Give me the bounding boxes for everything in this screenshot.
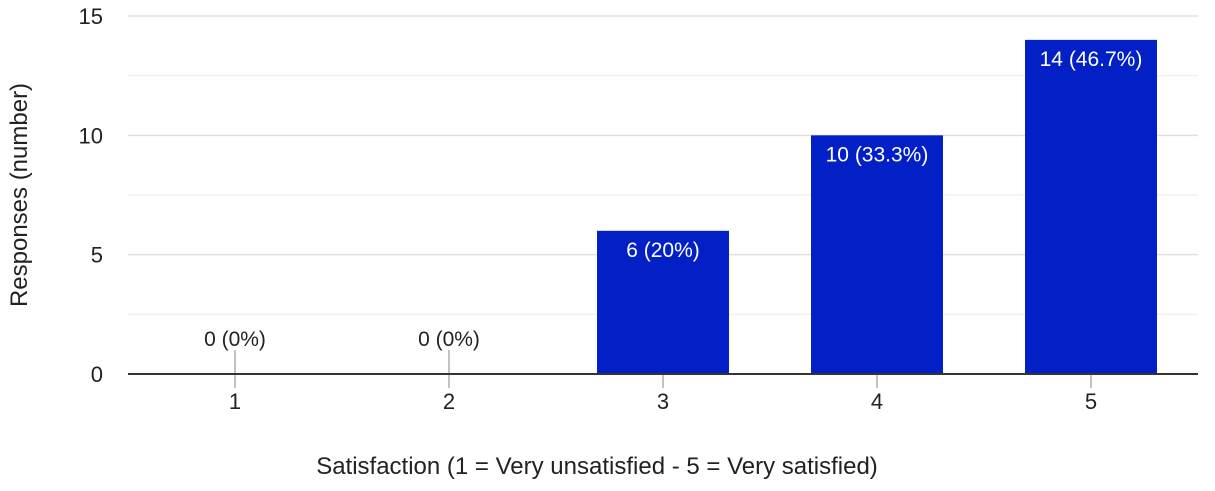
bar-value-label: 0 (0%) <box>204 328 266 351</box>
gridlines <box>128 15 1198 316</box>
labels: 0 5 10 15 1 0 (0%) 2 0 (0%) 3 6 (20%) 4 10 (33.3%) 5… <box>79 4 1143 414</box>
x-tick-label: 4 <box>871 389 883 414</box>
x-tick-label: 1 <box>229 389 241 414</box>
y-tick-label: 15 <box>79 4 103 29</box>
y-tick-label: 10 <box>79 123 103 148</box>
y-tick-label: 0 <box>91 362 103 387</box>
bar-value-label: 10 (33.3%) <box>826 143 929 166</box>
bar <box>811 135 943 374</box>
x-axis-title: Satisfaction (1 = Very unsatisfied - 5 =… <box>316 453 878 480</box>
bar-value-label: 0 (0%) <box>418 328 480 351</box>
bars <box>597 39 1157 374</box>
x-tick-label: 3 <box>657 389 669 414</box>
bar <box>597 230 729 374</box>
bar-value-label: 14 (46.7%) <box>1040 48 1143 71</box>
bar-value-label: 6 (20%) <box>626 239 700 262</box>
x-tick-label: 2 <box>443 389 455 414</box>
axes <box>128 350 1198 388</box>
bar <box>1025 39 1157 374</box>
y-tick-label: 5 <box>91 243 103 268</box>
x-tick-label: 5 <box>1085 389 1097 414</box>
y-axis-title: Responses (number) <box>6 83 33 307</box>
